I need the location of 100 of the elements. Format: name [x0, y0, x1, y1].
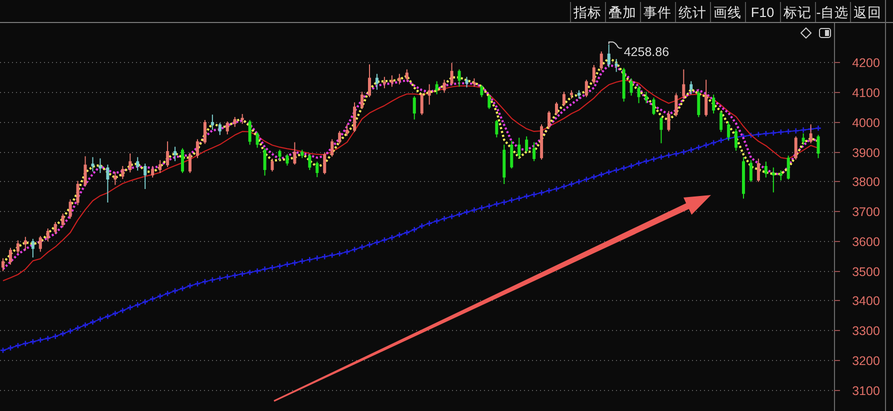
candlestick — [151, 166, 154, 178]
y-tick-label: 3900 — [852, 146, 880, 160]
candlestick — [772, 168, 775, 192]
text: 事件 — [644, 5, 672, 20]
candlestick — [218, 122, 222, 135]
candlestick — [712, 94, 716, 114]
candlestick — [54, 222, 57, 234]
candlestick — [630, 78, 633, 96]
candlestick — [637, 86, 640, 104]
candlestick — [226, 121, 229, 134]
y-tick-label: 3400 — [852, 294, 880, 308]
candlestick — [756, 158, 760, 182]
candlestick — [562, 92, 566, 106]
candlestick — [286, 154, 289, 166]
candlestick — [16, 240, 20, 254]
y-tick-label: 3200 — [852, 354, 880, 368]
candlestick — [525, 136, 528, 152]
candlestick — [614, 59, 618, 72]
candlestick — [278, 150, 282, 161]
candlestick — [420, 93, 424, 116]
y-tick-label: 4000 — [852, 116, 880, 130]
candlestick — [382, 76, 386, 88]
candlestick — [405, 69, 408, 81]
candlestick — [248, 120, 252, 145]
candlestick — [555, 102, 558, 116]
text: 统计 — [678, 5, 706, 20]
y-tick-label: 3100 — [852, 384, 880, 398]
candlestick — [428, 84, 431, 105]
text: 指标 — [572, 5, 602, 20]
candlestick — [144, 164, 147, 190]
text: 返回 — [854, 5, 882, 20]
candlestick — [203, 120, 206, 144]
text: 4258.86 — [624, 44, 670, 59]
candlestick — [607, 44, 610, 68]
candlestick — [210, 114, 214, 130]
candlestick — [1, 258, 4, 272]
candlestick — [181, 148, 184, 173]
candlestick — [644, 92, 648, 104]
candlestick — [316, 162, 319, 178]
candlestick — [412, 96, 416, 120]
candlestick — [667, 111, 670, 132]
candlestick — [76, 180, 80, 206]
candlestick — [548, 111, 551, 129]
candlestick — [330, 139, 334, 157]
candlestick — [779, 170, 782, 180]
candlestick — [465, 76, 468, 88]
candlestick — [794, 136, 798, 160]
candlestick — [300, 150, 304, 158]
candlestick — [660, 116, 663, 144]
candlestick — [308, 154, 312, 170]
candlestick — [450, 62, 454, 86]
text: 标记 — [782, 5, 812, 20]
candlestick — [458, 69, 461, 87]
candlestick — [652, 98, 656, 116]
candlestick — [158, 160, 162, 173]
y-tick-label: 3600 — [852, 235, 880, 249]
candlestick — [346, 124, 349, 136]
candlestick — [338, 130, 342, 144]
candlestick — [398, 74, 401, 84]
candlestick — [540, 124, 544, 160]
y-tick-label: 3300 — [852, 324, 880, 338]
candlestick — [442, 80, 446, 93]
y-tick-label: 4100 — [852, 86, 880, 100]
candlestick — [293, 142, 296, 165]
candlestick — [68, 199, 72, 219]
candlestick — [24, 236, 27, 250]
candlestick — [764, 162, 768, 178]
candlestick — [375, 74, 378, 90]
candlestick — [704, 80, 708, 116]
candlestick — [38, 236, 42, 252]
candlestick — [570, 90, 573, 99]
candlestick — [682, 69, 686, 99]
candlestick — [390, 75, 394, 87]
candlestick — [114, 172, 117, 185]
candlestick — [233, 116, 236, 127]
candlestick — [106, 164, 110, 202]
text: 画线 — [714, 5, 742, 20]
candlestick — [240, 114, 244, 124]
candlestick — [263, 148, 266, 176]
candlestick — [270, 158, 274, 172]
candlestick — [518, 138, 521, 158]
candlestick — [749, 160, 752, 182]
candlestick — [196, 139, 199, 158]
candlestick — [584, 80, 588, 98]
candlestick — [46, 228, 50, 242]
candlestick — [495, 120, 498, 138]
candlestick — [323, 152, 326, 174]
candlestick — [435, 81, 438, 94]
candlestick — [360, 92, 364, 110]
candlestick — [91, 157, 94, 172]
candlestick — [697, 91, 700, 118]
candlestick — [136, 157, 140, 171]
candlestick — [488, 94, 491, 110]
candlestick — [128, 154, 132, 172]
candlestick — [31, 238, 34, 258]
candlestick — [592, 64, 596, 84]
candlestick — [98, 158, 102, 173]
candlestick — [174, 146, 177, 162]
candlestick — [61, 214, 64, 228]
candlestick — [166, 141, 170, 168]
